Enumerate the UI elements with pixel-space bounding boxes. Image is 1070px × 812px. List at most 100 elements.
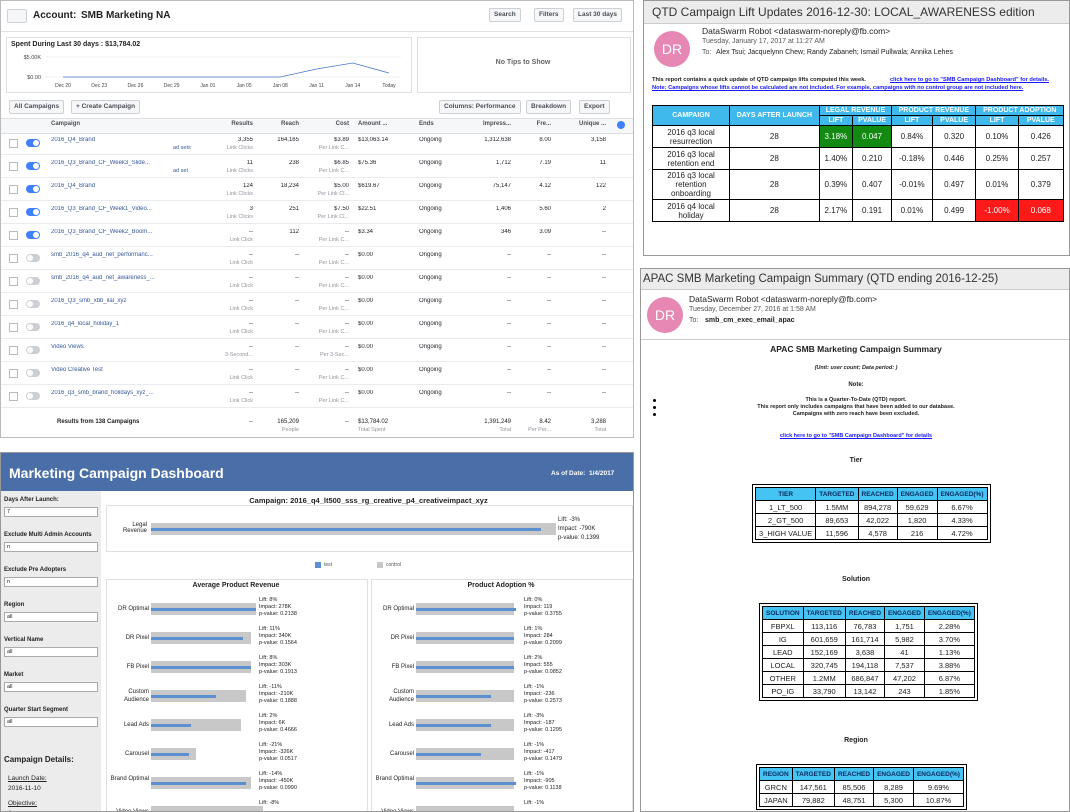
table-cell: 3,638: [844, 645, 886, 659]
row-stat: p-value: 0.1888: [259, 698, 297, 704]
cell-name[interactable]: smb_2016_q4_aud_net_performanc...: [51, 252, 153, 258]
table-cell: 0.10%: [975, 125, 1019, 148]
cell-cost: --: [345, 275, 349, 281]
menu-icon[interactable]: [7, 9, 27, 23]
checkbox[interactable]: [9, 231, 18, 240]
cell-amount: $0.00: [358, 390, 374, 396]
toggle[interactable]: [26, 392, 40, 400]
footer-reach: 165,209: [277, 419, 299, 425]
ad-sets-link[interactable]: ad sets: [173, 145, 191, 151]
cell-name[interactable]: 2016_Q4_Brand: [51, 183, 96, 189]
toggle-knob: [27, 393, 33, 399]
filter-select[interactable]: all: [4, 717, 98, 727]
add-column[interactable]: [617, 121, 625, 129]
filter-select[interactable]: 7: [4, 507, 98, 517]
dashboard-link[interactable]: click here to go to "SMB Campaign Dashbo…: [779, 433, 933, 439]
header-button[interactable]: Last 30 days: [573, 8, 623, 22]
table-cell: 6.87%: [923, 671, 975, 685]
toggle[interactable]: [26, 162, 40, 170]
detail-value: Awareness: [8, 810, 40, 811]
toggle[interactable]: [26, 208, 40, 216]
row-stat: Impact: 340K: [259, 633, 292, 639]
toolbar-button[interactable]: Export: [579, 100, 610, 114]
cell-ends: Ongoing: [419, 160, 442, 166]
cell-name[interactable]: 2016_Q3_Brand_CF_Week1_Video...: [51, 206, 152, 212]
column-header[interactable]: Fre...: [536, 121, 551, 127]
filter-select[interactable]: n: [4, 542, 98, 552]
dashboard-link[interactable]: click here to go to "SMB Campaign Dashbo…: [890, 77, 1049, 83]
toggle[interactable]: [26, 231, 40, 239]
cell-amount: $75.36: [358, 160, 377, 166]
column-header: TARGETED: [802, 606, 846, 620]
checkbox[interactable]: [9, 139, 18, 148]
checkbox[interactable]: [9, 277, 18, 286]
cell-name[interactable]: 2016_Q3_Brand_CF_Week2_Boom...: [51, 229, 153, 235]
column-header[interactable]: Impress...: [482, 121, 511, 127]
toggle[interactable]: [26, 277, 40, 285]
cell-results: --: [249, 298, 253, 304]
toolbar-button[interactable]: Columns: Performance: [439, 100, 521, 114]
column-header[interactable]: Campaign: [51, 121, 81, 127]
column-header[interactable]: Cost: [335, 121, 349, 127]
checkbox[interactable]: [9, 346, 18, 355]
toolbar-button[interactable]: + Create Campaign: [71, 100, 141, 114]
table-cell: 3.70%: [923, 632, 975, 646]
column-header[interactable]: Reach: [280, 121, 299, 127]
legal-stat: p-value: 0.1399: [558, 535, 600, 541]
checkbox[interactable]: [9, 254, 18, 263]
cost-unit: Per Link C...: [318, 168, 349, 174]
cell-name[interactable]: smb_2016_q4_aud_net_awareness_...: [51, 275, 155, 281]
checkbox[interactable]: [9, 185, 18, 194]
checkbox[interactable]: [9, 369, 18, 378]
cell-name[interactable]: 2016_q4_local_holiday_1: [51, 321, 120, 327]
toggle[interactable]: [26, 300, 40, 308]
row-stat: Impact: -326K: [259, 749, 294, 755]
toolbar-button[interactable]: All Campaigns: [9, 100, 65, 114]
test-bar: [151, 528, 541, 531]
column-header[interactable]: Ends: [419, 121, 434, 127]
checkbox[interactable]: [9, 162, 18, 171]
header-button[interactable]: Filters: [534, 8, 564, 22]
ad-sets-link[interactable]: ad set: [173, 168, 188, 174]
cell-reach: --: [295, 390, 299, 396]
cell-name[interactable]: Video Views: [51, 344, 84, 350]
header-row: SOLUTION TARGETED REACHED ENGAGED ENGAGED(%): [762, 606, 975, 620]
row-stat: Lift: 8%: [259, 597, 278, 603]
toggle[interactable]: [26, 323, 40, 331]
row-stat: p-value: 0.2573: [524, 698, 562, 704]
toggle[interactable]: [26, 139, 40, 147]
cell-frequency: --: [547, 367, 551, 373]
results-unit: Link Click: [229, 260, 253, 266]
toggle[interactable]: [26, 369, 40, 377]
filter-select[interactable]: n: [4, 577, 98, 587]
toggle[interactable]: [26, 185, 40, 193]
filter-select[interactable]: all: [4, 682, 98, 692]
column-header[interactable]: Results: [231, 121, 253, 127]
row-stat: Impact: -210K: [259, 691, 294, 697]
column-header[interactable]: Amount ...: [358, 121, 388, 127]
table-cell: 320,745: [802, 658, 846, 672]
cell-frequency: --: [547, 298, 551, 304]
toolbar-button[interactable]: Breakdown: [526, 100, 572, 114]
checkbox[interactable]: [9, 300, 18, 309]
cell-impressions: --: [507, 298, 511, 304]
filter-select[interactable]: all: [4, 647, 98, 657]
cell-name[interactable]: 2016_Q3_Brand_CF_Week3_Slide...: [51, 160, 150, 166]
checkbox[interactable]: [9, 208, 18, 217]
cell-name[interactable]: 2016_q3_smb_brand_holidays_xyz_...: [51, 390, 154, 396]
results-unit: Link Click: [229, 329, 253, 335]
toggle[interactable]: [26, 254, 40, 262]
toggle[interactable]: [26, 346, 40, 354]
column-header[interactable]: Unique ...: [579, 121, 606, 127]
filter-select[interactable]: all: [4, 612, 98, 622]
checkbox[interactable]: [9, 323, 18, 332]
cell-name[interactable]: 2016_Q3_smb_xbb_ilal_xyz: [51, 298, 127, 304]
sub-header: PVALUE: [1017, 115, 1065, 126]
header-button[interactable]: Search: [489, 8, 521, 22]
cell-unique: 2: [602, 206, 606, 212]
checkbox[interactable]: [9, 392, 18, 401]
cell-name[interactable]: Video Creative Test: [51, 367, 103, 373]
table-cell: 6.67%: [936, 500, 988, 514]
cell-name[interactable]: 2016_Q4_Brand: [51, 137, 96, 143]
row-divider: [1, 361, 633, 362]
